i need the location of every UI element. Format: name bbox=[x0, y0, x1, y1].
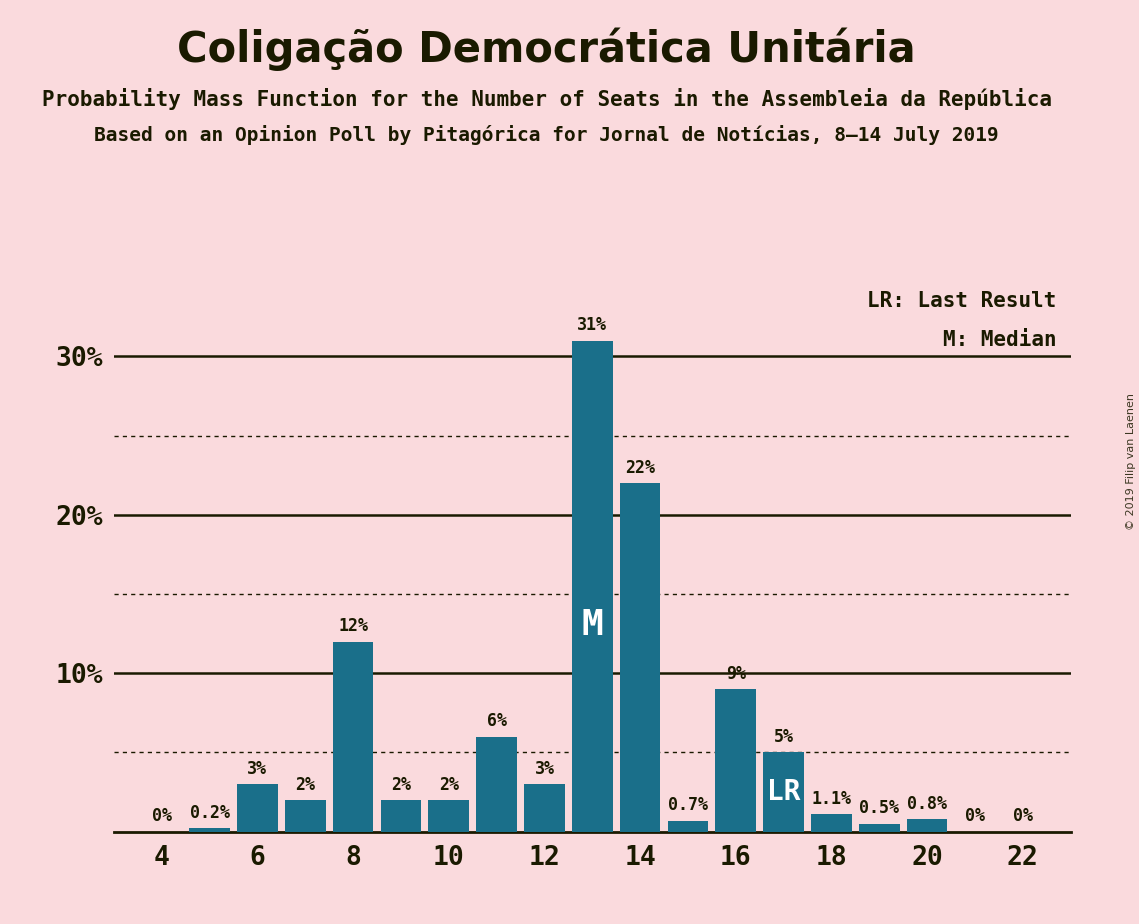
Bar bbox=[572, 341, 613, 832]
Text: LR: Last Result: LR: Last Result bbox=[867, 291, 1056, 311]
Text: 31%: 31% bbox=[577, 316, 607, 334]
Text: 0%: 0% bbox=[965, 808, 985, 825]
Bar bbox=[428, 800, 469, 832]
Text: Probability Mass Function for the Number of Seats in the Assembleia da República: Probability Mass Function for the Number… bbox=[42, 88, 1051, 110]
Bar bbox=[763, 752, 804, 832]
Text: 2%: 2% bbox=[295, 775, 316, 794]
Text: 0.5%: 0.5% bbox=[859, 799, 900, 818]
Text: 3%: 3% bbox=[247, 760, 268, 778]
Text: 0%: 0% bbox=[151, 808, 172, 825]
Bar bbox=[237, 784, 278, 832]
Text: 9%: 9% bbox=[726, 664, 746, 683]
Text: 3%: 3% bbox=[534, 760, 555, 778]
Text: 0.8%: 0.8% bbox=[907, 795, 948, 812]
Bar bbox=[667, 821, 708, 832]
Text: 12%: 12% bbox=[338, 617, 368, 635]
Text: 0.7%: 0.7% bbox=[667, 796, 708, 814]
Bar bbox=[333, 641, 374, 832]
Bar bbox=[620, 483, 661, 832]
Bar bbox=[189, 829, 230, 832]
Text: Based on an Opinion Poll by Pitagórica for Jornal de Notícias, 8–14 July 2019: Based on an Opinion Poll by Pitagórica f… bbox=[95, 125, 999, 145]
Bar bbox=[285, 800, 326, 832]
Bar bbox=[476, 736, 517, 832]
Text: M: M bbox=[581, 608, 604, 642]
Bar bbox=[859, 823, 900, 832]
Text: 0%: 0% bbox=[1013, 808, 1033, 825]
Text: Coligação Democrática Unitária: Coligação Democrática Unitária bbox=[178, 28, 916, 71]
Text: © 2019 Filip van Laenen: © 2019 Filip van Laenen bbox=[1126, 394, 1136, 530]
Text: 6%: 6% bbox=[486, 712, 507, 730]
Bar bbox=[811, 814, 852, 832]
Text: 5%: 5% bbox=[773, 728, 794, 746]
Text: 0.2%: 0.2% bbox=[189, 804, 230, 822]
Bar bbox=[380, 800, 421, 832]
Bar bbox=[524, 784, 565, 832]
Text: M: Median: M: Median bbox=[943, 330, 1056, 350]
Text: 1.1%: 1.1% bbox=[811, 790, 852, 808]
Bar bbox=[715, 689, 756, 832]
Text: 2%: 2% bbox=[391, 775, 411, 794]
Text: 22%: 22% bbox=[625, 459, 655, 477]
Text: LR: LR bbox=[767, 778, 801, 806]
Text: 2%: 2% bbox=[439, 775, 459, 794]
Bar bbox=[907, 819, 948, 832]
